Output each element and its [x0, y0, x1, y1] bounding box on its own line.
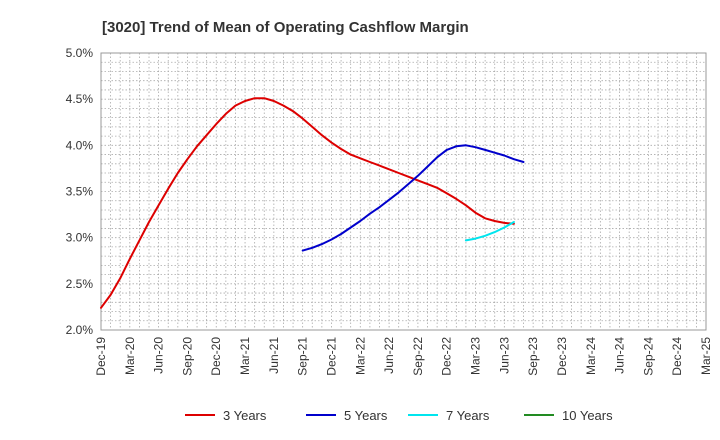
y-tick-label: 2.0% [66, 323, 94, 337]
legend-label: 7 Years [446, 408, 490, 423]
grid [101, 53, 706, 330]
y-tick-label: 2.5% [66, 277, 94, 291]
series-lines [100, 97, 525, 309]
x-axis: Dec-19 Mar-20 Jun-20 Sep-20 Dec-20 Mar-21 Jun-… [94, 337, 713, 376]
x-tick-label: Sep-21 [296, 337, 310, 376]
x-tick-label: Dec-20 [209, 337, 223, 376]
x-tick-label: Sep-20 [180, 337, 194, 376]
series-line-3-years [100, 97, 515, 309]
x-tick-label: Sep-24 [641, 337, 655, 376]
x-tick-label: Jun-20 [152, 337, 166, 374]
x-tick-label: Dec-19 [94, 337, 108, 376]
x-tick-label: Dec-22 [440, 337, 454, 376]
y-tick-label: 4.0% [66, 138, 94, 152]
legend-label: 10 Years [562, 408, 613, 423]
x-tick-label: Jun-22 [382, 337, 396, 374]
y-tick-label: 5.0% [66, 46, 94, 60]
legend-label: 3 Years [223, 408, 267, 423]
x-tick-label: Dec-24 [670, 337, 684, 376]
legend: 3 Years 5 Years 7 Years 10 Years [185, 408, 613, 423]
series-line-7-years [464, 221, 515, 242]
y-axis: 2.0% 2.5% 3.0% 3.5% 4.0% 4.5% 5.0% [66, 46, 94, 337]
legend-label: 5 Years [344, 408, 388, 423]
y-tick-label: 4.5% [66, 92, 94, 106]
x-tick-label: Dec-23 [555, 337, 569, 376]
x-tick-label: Jun-24 [613, 337, 627, 374]
y-tick-label: 3.5% [66, 185, 94, 199]
x-tick-label: Mar-20 [123, 337, 137, 375]
chart-title: [3020] Trend of Mean of Operating Cashfl… [102, 19, 469, 36]
x-tick-label: Dec-21 [324, 337, 338, 376]
plot-frame [100, 52, 707, 331]
y-tick-label: 3.0% [66, 231, 94, 245]
series-line-5-years [301, 144, 525, 252]
x-tick-label: Sep-23 [526, 337, 540, 376]
x-tick-label: Mar-25 [699, 337, 713, 375]
x-tick-label: Mar-22 [353, 337, 367, 375]
x-tick-label: Mar-24 [584, 337, 598, 375]
x-tick-label: Mar-23 [469, 337, 483, 375]
x-tick-label: Jun-23 [497, 337, 511, 374]
x-tick-label: Mar-21 [238, 337, 252, 375]
x-tick-label: Jun-21 [267, 337, 281, 374]
x-tick-label: Sep-22 [411, 337, 425, 376]
